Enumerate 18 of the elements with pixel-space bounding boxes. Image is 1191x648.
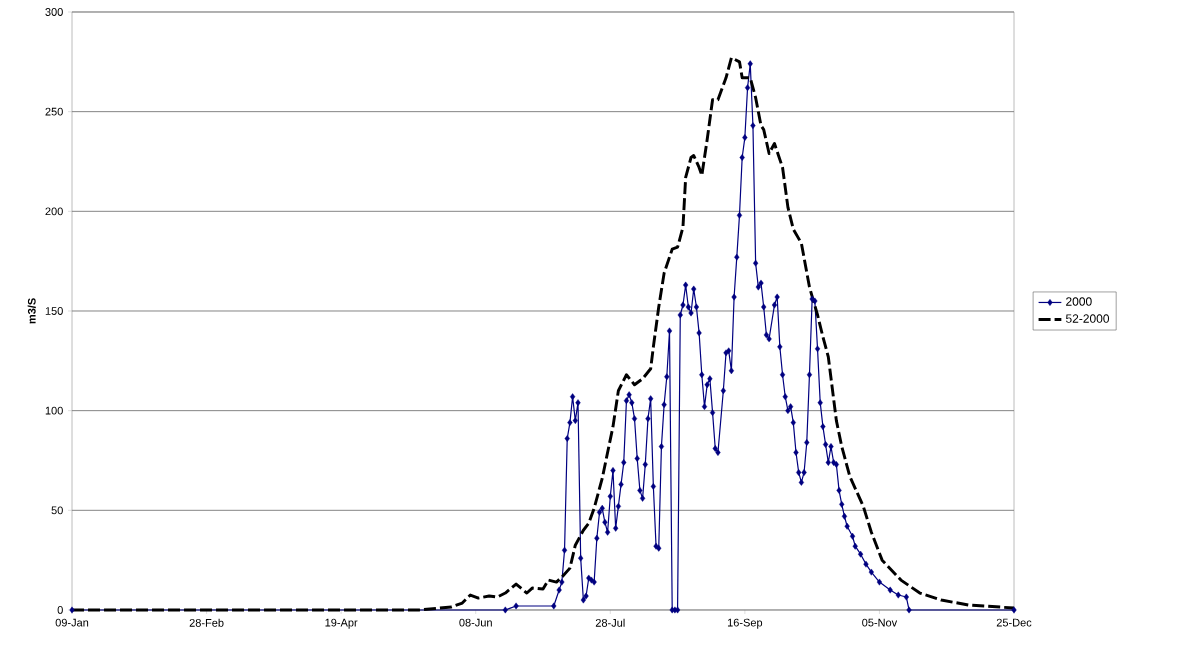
x-tick-label: 28-Jul [595, 618, 625, 627]
legend-label: 2000 [1066, 297, 1092, 306]
x-tick-label: 28-Feb [189, 618, 224, 627]
y-tick-label: 300 [45, 8, 63, 16]
y-tick-label: 100 [45, 406, 63, 415]
x-tick-label: 08-Jun [459, 618, 492, 627]
y-tick-label: 50 [51, 506, 63, 515]
y-tick-label: 250 [45, 107, 63, 116]
x-tick-label: 05-Nov [862, 618, 898, 627]
legend-label: 52-2000 [1065, 314, 1110, 323]
y-tick-label: 150 [45, 307, 63, 315]
x-tick-label: 19-Apr [325, 618, 358, 629]
y-tick-label: 0 [57, 606, 63, 614]
x-tick-label: 16-Sep [727, 618, 763, 629]
y-axis-title: m3/S [27, 298, 36, 324]
y-tick-label: 200 [45, 207, 63, 216]
x-tick-label: 25-Dec [996, 618, 1032, 627]
x-tick-label: 09-Jan [55, 618, 89, 627]
